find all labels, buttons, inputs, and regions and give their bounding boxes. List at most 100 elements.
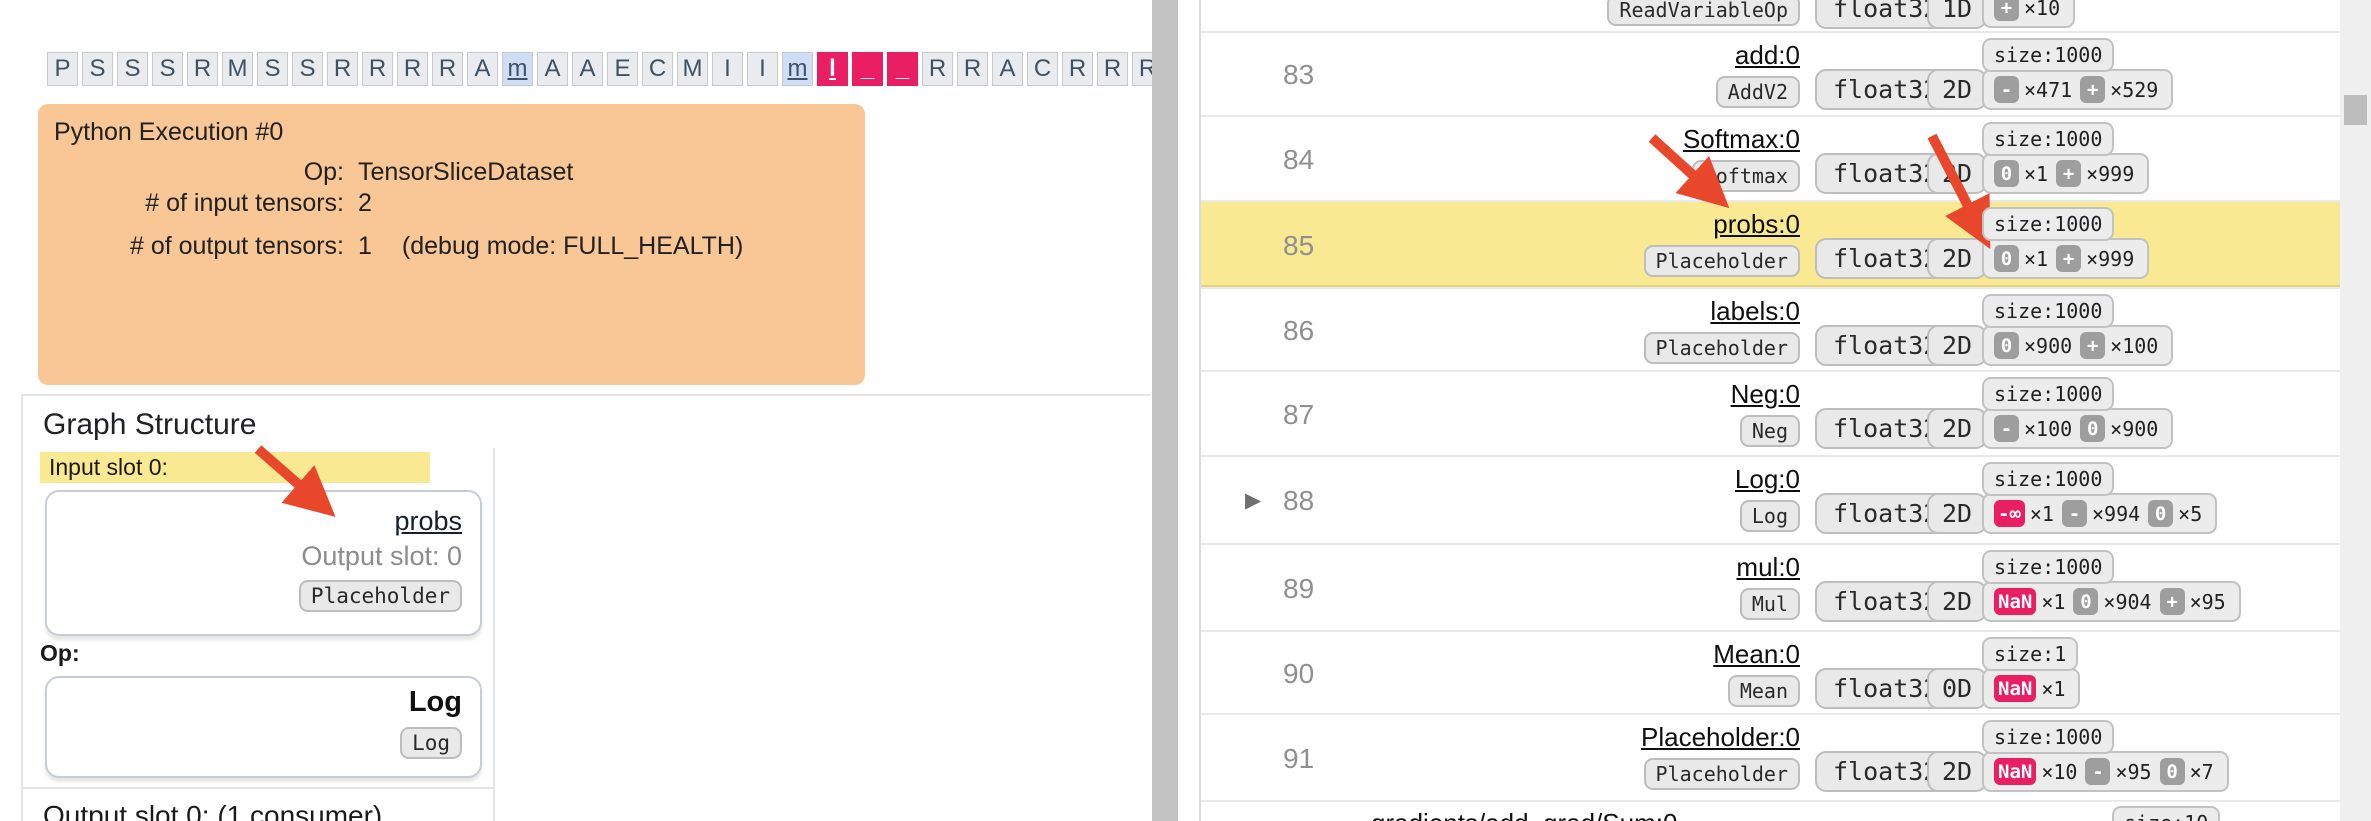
op-type-chip: Placeholder <box>1643 245 1800 277</box>
size-label: size:10 <box>2112 806 2221 821</box>
exec-field-label: Op: <box>303 158 344 186</box>
timeline-digest-button[interactable]: R <box>187 52 218 86</box>
tensor-name-link[interactable]: Placeholder:0 <box>1641 722 1800 752</box>
pill-count: ×900 <box>2110 416 2159 441</box>
graph-execution-row[interactable]: 90 Mean:0 Mean float32 0D size:1 NaN ×1 <box>1201 630 2340 713</box>
graph-execution-row[interactable]: 89 mul:0 Mul float32 2D size:1000 NaN ×1 0 ×904 + ×… <box>1201 543 2340 630</box>
value-pill-pos: + <box>2080 76 2106 103</box>
timeline-digest-button[interactable]: R <box>327 52 358 86</box>
row-index: 89 <box>1283 572 1315 604</box>
op-node-card[interactable]: Log Log <box>45 676 482 778</box>
timeline-digest-button[interactable]: C <box>1027 52 1058 86</box>
input-node-name-link[interactable]: probs <box>394 506 462 536</box>
scrollbar-track[interactable] <box>2340 0 2371 821</box>
pill-count: ×10 <box>2024 0 2061 20</box>
pill-count: ×1 <box>2029 501 2054 526</box>
graph-execution-row-partial-bottom[interactable]: gradients/add_grad/Sum:0 size:10 <box>1201 800 2340 821</box>
graph-execution-row[interactable]: 91 Placeholder:0 Placeholder float32 2D size:… <box>1201 713 2340 800</box>
graph-execution-row-partial-top[interactable]: ReadVariableOp float32 1D + ×10 <box>1201 0 2340 31</box>
timeline-digest-button[interactable]: S <box>152 52 183 86</box>
timeline-digest-button[interactable]: C <box>642 52 673 86</box>
timeline-digest-button[interactable]: M <box>222 52 253 86</box>
value-pill-zero: 0 <box>2159 758 2185 785</box>
timeline-digest-letter: P <box>54 55 71 82</box>
size-badge: size:1 NaN ×1 <box>1982 637 2081 709</box>
size-label: size:1000 <box>1982 550 2115 584</box>
tensor-name-link[interactable]: add:0 <box>1734 40 1800 70</box>
graph-execution-row[interactable]: 87 Neg:0 Neg float32 2D size:1000- ×100 0 ×900 <box>1201 370 2340 455</box>
graph-execution-row[interactable]: 85 probs:0 Placeholder float32 2D size:1000 0 ×… <box>1201 200 2340 287</box>
value-pill-zero: 0 <box>1994 160 2019 187</box>
timeline-digest-button[interactable]: R <box>362 52 393 86</box>
graph-execution-row[interactable]: 83 add:0 AddV2 float32 2D size:1000- ×471 + ×529 <box>1201 31 2340 115</box>
tensor-name-link[interactable]: mul:0 <box>1736 552 1800 582</box>
timeline-digest-letter: R <box>1103 55 1122 82</box>
timeline-digest-button[interactable]: S <box>82 52 113 86</box>
timeline-digest-button[interactable]: I <box>712 52 743 86</box>
value-pill-nan: NaN <box>1994 675 2037 702</box>
pane-divider-scrollbar[interactable] <box>1152 0 1178 821</box>
timeline-digest-button[interactable]: A <box>537 52 568 86</box>
tensor-name-link[interactable]: Neg:0 <box>1730 379 1800 409</box>
pill-count: ×1 <box>2041 589 2066 614</box>
tensor-name-link[interactable]: labels:0 <box>1710 296 1800 326</box>
timeline-digest-button[interactable]: m <box>502 52 533 86</box>
timeline-digest-button[interactable]: A <box>467 52 498 86</box>
tensor-name-link[interactable]: Softmax:0 <box>1682 124 1800 154</box>
exec-field-value: 2 <box>358 189 372 217</box>
value-pill-pos: + <box>2056 245 2082 272</box>
timeline-digest-button[interactable]: _ <box>887 52 918 86</box>
value-pills-box: NaN ×10- ×95 0 ×7 <box>1982 751 2229 792</box>
timeline-digest-button[interactable]: S <box>117 52 148 86</box>
timeline-digest-button[interactable]: P <box>47 52 78 86</box>
op-type-chip: Log <box>1739 500 1800 532</box>
timeline-digest-button[interactable]: m <box>782 52 813 86</box>
rank-chip: 2D <box>1927 493 1988 534</box>
pill-count: ×900 <box>2024 333 2073 358</box>
timeline-digest-button[interactable]: E <box>607 52 638 86</box>
value-pill-neg: - <box>2061 500 2087 527</box>
timeline-digest-letter: M <box>227 55 248 82</box>
input-node-output-slot: Output slot: 0 <box>301 541 462 571</box>
size-badge: size:1000 0 ×1 + ×999 <box>1982 122 2150 194</box>
size-badge: size:1000 NaN ×10- ×95 0 ×7 <box>1982 720 2229 792</box>
size-label: size:1000 <box>1982 294 2115 328</box>
exec-field-value: 1 <box>358 232 372 260</box>
input-node-card[interactable]: probs Output slot: 0 Placeholder <box>45 490 482 636</box>
timeline-digest-button[interactable]: M <box>677 52 708 86</box>
tensor-name-link[interactable]: probs:0 <box>1713 209 1800 239</box>
timeline-digest-button[interactable]: A <box>992 52 1023 86</box>
timeline-digest-button[interactable]: S <box>257 52 288 86</box>
size-badge: size:1000 - ×100 0 ×900 <box>1982 377 2174 449</box>
graph-execution-row[interactable]: ▶ 88 Log:0 Log float32 2D size:1000 -∞ ×1- ×994 0 ×… <box>1201 455 2340 543</box>
timeline-digest-button[interactable]: R <box>432 52 463 86</box>
size-label: size:1000 <box>1982 720 2115 754</box>
pill-count: ×1 <box>2041 676 2066 701</box>
size-label: size:1000 <box>1982 207 2115 241</box>
timeline-digest-button[interactable]: S <box>292 52 323 86</box>
timeline-digest-button[interactable]: _ <box>852 52 883 86</box>
rank-chip: 2D <box>1927 751 1988 792</box>
timeline-digest-button[interactable]: R <box>1097 52 1128 86</box>
value-pill-pos: + <box>1994 0 2019 21</box>
timeline-digest-button[interactable]: I <box>747 52 778 86</box>
expander-icon[interactable]: ▶ <box>1245 489 1262 512</box>
output-slot-text: Output slot 0: (1 consumer) <box>43 800 383 821</box>
graph-execution-row[interactable]: 84 Softmax:0 Softmax float32 2D size:1000 0 ×1 +… <box>1201 115 2340 200</box>
scrollbar-thumb[interactable] <box>2344 95 2367 125</box>
tensor-name-link[interactable]: Mean:0 <box>1713 639 1800 669</box>
timeline-digest-letter: R <box>403 55 422 82</box>
timeline-digest-button[interactable]: R <box>922 52 953 86</box>
timeline-digest-button[interactable]: R <box>957 52 988 86</box>
timeline-digest-button[interactable]: R <box>1132 52 1152 86</box>
timeline-digest-button[interactable]: l <box>817 52 848 86</box>
timeline-digest-button[interactable]: A <box>572 52 603 86</box>
timeline-digest-button[interactable]: R <box>1062 52 1093 86</box>
timeline-digest-letter: S <box>264 55 281 82</box>
graph-execution-row[interactable]: 86 labels:0 Placeholder float32 2D size:1000 0… <box>1201 287 2340 370</box>
pill-count: ×7 <box>2189 759 2214 784</box>
tensor-name-link[interactable]: Log:0 <box>1734 464 1800 494</box>
tensor-name-link[interactable]: gradients/add_grad/Sum:0 <box>1371 808 1677 821</box>
value-pill-neg: - <box>1994 415 2019 442</box>
timeline-digest-button[interactable]: R <box>397 52 428 86</box>
